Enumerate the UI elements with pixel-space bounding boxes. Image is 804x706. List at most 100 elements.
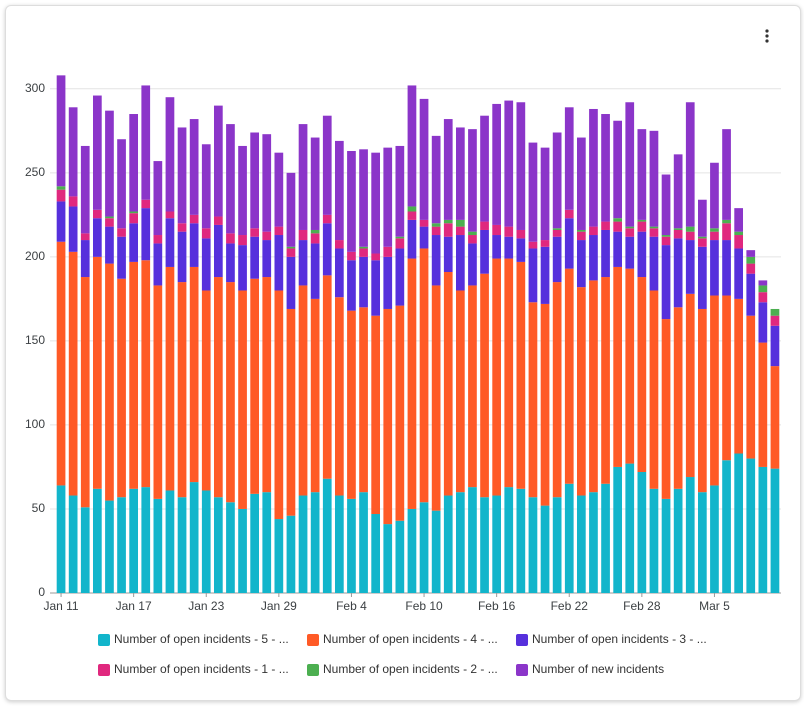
bar-segment	[274, 152, 284, 227]
bar-segment	[250, 278, 260, 494]
legend-label: Number of open incidents - 4 - ...	[323, 632, 498, 646]
bar-segment	[710, 228, 719, 232]
bar-segment	[504, 226, 514, 237]
bar-segment	[758, 285, 768, 293]
bar-segment	[395, 236, 405, 239]
bar-segment	[540, 147, 550, 241]
y-tick-label: 100	[25, 417, 45, 431]
bar-segment	[68, 251, 78, 496]
bar-segment	[105, 110, 114, 217]
bar-segment	[359, 256, 368, 308]
bar-segment	[141, 85, 151, 200]
legend-swatch	[516, 664, 528, 676]
bar-segment	[226, 124, 235, 234]
bar-segment	[770, 325, 780, 367]
bar-segment	[746, 273, 756, 316]
bar-segment	[395, 248, 405, 306]
bar-segment	[576, 229, 586, 232]
bar-segment	[455, 226, 465, 236]
bar-segment	[117, 278, 126, 498]
bar-segment	[528, 142, 538, 242]
x-tick-label: Jan 29	[261, 599, 297, 613]
bar-segment	[286, 246, 296, 249]
bar-segment	[734, 235, 744, 249]
bar-segment	[92, 95, 102, 210]
bar-segment	[734, 208, 744, 232]
bar-segment	[347, 498, 356, 593]
bar-segment	[153, 498, 163, 593]
bar-segment	[310, 137, 320, 230]
bar-segment	[286, 172, 296, 247]
bar-segment	[141, 260, 151, 488]
bar-segment	[673, 228, 683, 230]
bar-segment	[431, 226, 441, 236]
bar-segment	[68, 495, 78, 593]
bar-segment	[141, 208, 151, 261]
bar-segment	[734, 298, 744, 454]
bar-segment	[347, 150, 356, 252]
bar-segment	[189, 266, 199, 483]
bar-segment	[589, 492, 598, 593]
bar-segment	[673, 229, 683, 239]
bar-segment	[661, 245, 671, 320]
bar-segment	[492, 258, 502, 496]
y-tick-label: 50	[32, 501, 46, 515]
bar-segment	[661, 236, 671, 246]
legend-item[interactable]: Number of open incidents - 5 - ...	[98, 632, 289, 646]
bar-segment	[274, 519, 284, 593]
bar-segment	[492, 103, 502, 225]
bar-segment	[286, 515, 296, 593]
bar-segment	[359, 149, 368, 247]
bar-segment	[177, 282, 187, 498]
bar-segment	[105, 218, 114, 227]
legend-item[interactable]: Number of open incidents - 3 - ...	[516, 632, 707, 646]
bar-segment	[480, 229, 489, 274]
bar-segment	[395, 520, 405, 593]
bar-segment	[601, 277, 610, 484]
bar-segment	[540, 505, 550, 593]
bar-segment	[250, 132, 260, 229]
bar-segment	[165, 97, 175, 212]
bar-segment	[334, 240, 344, 249]
bar-segment	[177, 497, 187, 593]
menu-button[interactable]	[765, 29, 769, 43]
bar-segment	[673, 154, 683, 229]
bar-segment	[625, 228, 635, 237]
legend-item[interactable]: Number of open incidents - 4 - ...	[307, 632, 498, 646]
bar-segment	[697, 492, 707, 593]
legend-item[interactable]: Number of open incidents - 2 - ...	[307, 662, 498, 676]
legend-label: Number of new incidents	[532, 662, 664, 676]
bar-segment	[238, 245, 247, 291]
legend-item[interactable]: Number of open incidents - 1 - ...	[98, 662, 289, 676]
bar-segment	[262, 231, 272, 241]
x-tick-label: Feb 22	[551, 599, 589, 613]
bar-segment	[455, 492, 465, 593]
bar-segment	[68, 206, 78, 252]
bar-segment	[359, 492, 368, 593]
bar-segment	[383, 246, 393, 257]
bar-segment	[165, 266, 175, 491]
bar-segment	[213, 497, 223, 593]
bar-segment	[758, 292, 768, 303]
bar-segment	[286, 308, 296, 516]
bar-segment	[468, 243, 477, 286]
bar-segment	[649, 488, 659, 593]
x-tick-label: Mar 5	[699, 599, 730, 613]
bar-segment	[528, 497, 538, 593]
bar-segment	[746, 256, 756, 264]
bar-segment	[56, 201, 66, 242]
legend-item[interactable]: Number of new incidents	[516, 662, 664, 676]
legend-swatch	[516, 634, 528, 646]
bar-segment	[431, 285, 441, 511]
bar-segment	[601, 221, 610, 230]
bar-segment	[395, 145, 405, 237]
bar-segment	[250, 228, 260, 237]
bar-segment	[80, 240, 90, 278]
bar-segment	[564, 268, 574, 484]
bar-segment	[758, 342, 768, 467]
bar-segment	[564, 483, 574, 593]
bar-segment	[117, 228, 126, 237]
bar-segment	[492, 495, 502, 593]
bar-segment	[480, 221, 489, 230]
